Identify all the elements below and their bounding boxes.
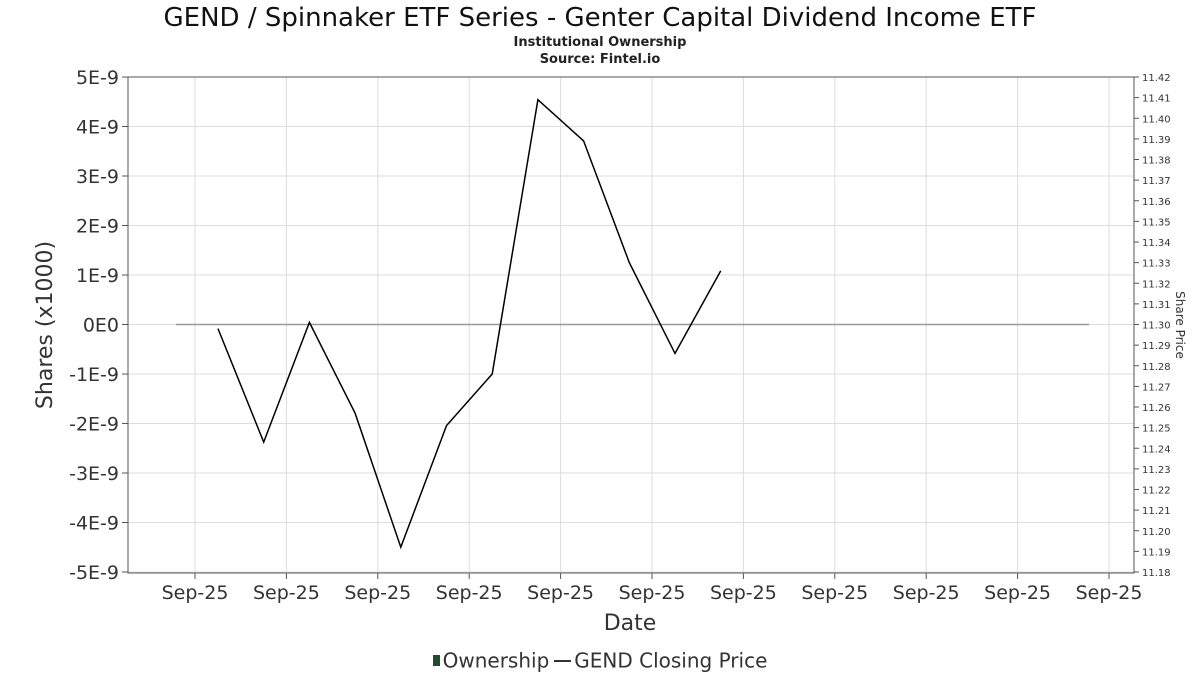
x-tick-label: Sep-25: [162, 582, 229, 604]
y2-tick-label: 11.21: [1142, 506, 1171, 517]
x-tick-label: Sep-25: [619, 582, 686, 604]
y2-tick-label: 11.23: [1142, 465, 1171, 476]
y-tick-label: 5E-9: [76, 67, 119, 89]
x-tick-label: Sep-25: [527, 582, 594, 604]
y2-tick-label: 11.24: [1142, 444, 1171, 455]
y2-axis-label: Share Price: [1173, 291, 1187, 359]
y2-tick-label: 11.30: [1142, 321, 1171, 332]
x-axis: Sep-25 Sep-25 Sep-25 Sep-25 Sep-25 Sep-25 Sep-…: [162, 573, 1143, 604]
x-tick-label: Sep-25: [801, 582, 868, 604]
y-tick-label: 0E0: [83, 315, 119, 337]
y2-tick-label: 11.37: [1142, 176, 1171, 187]
y2-tick-label: 11.25: [1142, 424, 1171, 435]
x-tick-label: Sep-25: [344, 582, 411, 604]
y-tick-label: 2E-9: [76, 216, 119, 238]
y2-tick-label: 11.33: [1142, 259, 1171, 270]
y-tick-label: 4E-9: [76, 117, 119, 139]
chart-source: Source: Fintel.io: [539, 52, 661, 67]
x-tick-label: Sep-25: [1076, 582, 1143, 604]
y2-tick-label: 11.35: [1142, 217, 1171, 228]
y2-tick-label: 11.40: [1142, 114, 1171, 125]
y-tick-label: -3E-9: [69, 463, 119, 485]
y-tick-label: 3E-9: [76, 166, 119, 188]
x-tick-label: Sep-25: [436, 582, 503, 604]
x-tick-label: Sep-25: [893, 582, 960, 604]
chart-subtitle: Institutional Ownership: [513, 35, 687, 50]
y2-tick-label: 11.41: [1142, 94, 1171, 105]
y-tick-label: -2E-9: [69, 414, 119, 436]
x-axis-label: Date: [604, 611, 657, 636]
legend-ownership: Ownership: [442, 648, 550, 673]
y2-tick-label: 11.18: [1142, 568, 1171, 579]
y2-tick-label: 11.38: [1142, 156, 1171, 167]
ownership-legend-swatch: [432, 655, 440, 666]
ownership-price-chart: 5E-9 4E-9 3E-9 2E-9 1E-9 0E0 -1E-9 -2E-9 -3E-9 -4…: [33, 67, 1187, 636]
y-tick-label: -1E-9: [69, 364, 119, 386]
price-legend-swatch: [554, 659, 572, 662]
y2-tick-label: 11.27: [1142, 382, 1171, 393]
y2-tick-label: 11.19: [1142, 547, 1171, 558]
y-tick-label: -4E-9: [69, 513, 119, 535]
series-layer: [176, 98, 1089, 550]
y2-tick-label: 11.31: [1142, 300, 1171, 311]
y2-tick-label: 11.42: [1142, 73, 1171, 84]
y2-tick-label: 11.20: [1142, 527, 1171, 538]
legend-price: GEND Closing Price: [574, 648, 768, 673]
legend: Ownership GEND Closing Price: [0, 647, 1200, 673]
y2-tick-label: 11.32: [1142, 279, 1171, 290]
y-tick-label: -5E-9: [69, 562, 119, 584]
left-axis: 5E-9 4E-9 3E-9 2E-9 1E-9 0E0 -1E-9 -2E-9 -3E-9 -4…: [69, 67, 128, 584]
right-axis: 11.42 11.41 11.40 11.39 11.38 11.37 11.36 11.35…: [1134, 73, 1171, 579]
y-tick-label: 1E-9: [76, 265, 119, 287]
y2-tick-label: 11.36: [1142, 197, 1171, 208]
y2-tick-label: 11.22: [1142, 486, 1171, 497]
y2-tick-label: 11.28: [1142, 362, 1171, 373]
chart-title: GEND / Spinnaker ETF Series - Genter Cap…: [163, 3, 1037, 33]
y2-tick-label: 11.26: [1142, 403, 1171, 414]
x-tick-label: Sep-25: [710, 582, 777, 604]
y2-tick-label: 11.39: [1142, 135, 1171, 146]
y2-tick-label: 11.29: [1142, 341, 1171, 352]
y2-tick-label: 11.34: [1142, 238, 1171, 249]
y-axis-label: Shares (x1000): [33, 241, 58, 409]
x-tick-label: Sep-25: [984, 582, 1051, 604]
x-tick-label: Sep-25: [253, 582, 320, 604]
price-line: [217, 98, 722, 550]
